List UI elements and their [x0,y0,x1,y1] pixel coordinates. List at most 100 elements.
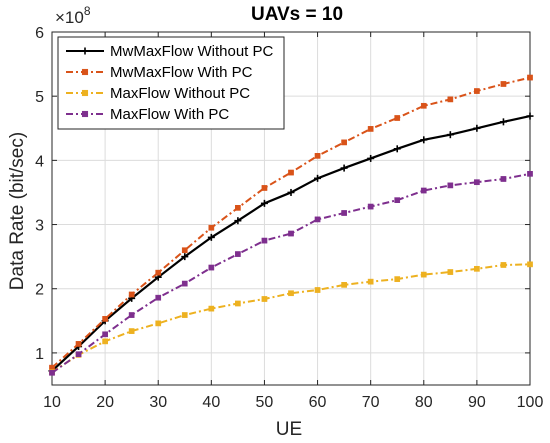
square-marker [394,197,401,204]
plus-marker [234,217,242,225]
square-marker [235,205,241,211]
plus-marker [81,47,89,55]
y-exponent-base: ×10 [55,8,84,27]
x-tick-label: 50 [256,394,274,411]
legend-label: MaxFlow With PC [110,106,229,123]
plus-marker [340,164,348,172]
y-tick-label: 1 [35,346,44,363]
y-tick-label: 5 [35,89,44,106]
y-axis-label: Data Rate (bit/sec) [7,132,28,290]
square-marker [314,287,321,293]
legend-entry-1: MwMaxFlow With PC [66,64,253,81]
square-marker [181,280,188,287]
legend-box [57,36,285,130]
plus-marker [314,174,322,182]
series-1 [49,74,533,371]
legend-label: MwMaxFlow With PC [110,64,253,81]
plot-series [48,74,534,376]
y-exponent-label: ×108 [55,4,91,27]
plus-marker [446,131,454,139]
square-marker [155,320,162,327]
square-marker [500,176,507,182]
y-tick-label: 4 [35,153,44,170]
plus-marker [473,124,481,132]
square-marker [367,203,374,210]
square-marker [527,170,533,177]
square-marker [420,271,427,278]
plus-marker [526,112,534,120]
square-marker [208,305,215,312]
plot-area-border [51,31,531,386]
y-tick-label: 6 [35,25,44,42]
plus-marker [181,253,189,261]
plus-marker [367,154,375,162]
square-marker [128,312,135,318]
axes [51,31,531,386]
chart-title: UAVs = 10 [251,4,343,25]
legend-entry-0: MwMaxFlow Without PC [66,43,274,60]
square-marker [128,328,135,334]
square-marker [420,187,427,194]
x-tick-label: 10 [43,394,61,411]
square-marker [527,261,533,268]
series-2 [49,261,533,376]
square-marker [367,126,374,132]
tick-labels: 10 20 30 40 50 60 70 80 90 100 1 2 3 4 5 6 [35,25,543,411]
square-marker [208,264,215,271]
legend: MwMaxFlow Without PC MwMaxFlow With PC Max… [57,36,285,130]
square-marker [261,296,268,302]
square-marker [181,247,188,254]
square-marker [81,68,89,76]
square-marker [341,282,347,288]
square-marker [341,210,347,216]
square-marker [288,169,294,176]
square-marker [235,251,241,257]
square-marker [474,265,480,272]
square-marker [235,300,241,307]
square-marker [394,115,401,121]
square-marker [420,102,427,109]
legend-entry-2: MaxFlow Without PC [66,85,250,102]
square-marker [75,341,82,347]
plus-marker [287,188,295,196]
square-marker [155,294,162,301]
square-marker [394,276,401,282]
x-tick-label: 60 [309,394,327,411]
square-marker [155,269,162,276]
square-marker [75,351,82,358]
square-marker [81,110,89,118]
x-tick-label: 90 [468,394,486,411]
square-marker [367,278,374,285]
x-tick-label: 80 [415,394,433,411]
legend-label: MaxFlow Without PC [110,85,250,102]
x-tick-label: 20 [96,394,114,411]
plus-marker [207,233,215,241]
square-marker [288,230,294,237]
square-marker [527,74,533,81]
square-marker [500,262,507,268]
square-marker [288,290,294,297]
plus-marker [499,118,507,126]
square-marker [341,139,347,146]
x-tick-label: 70 [362,394,380,411]
plus-marker [260,199,268,207]
square-marker [102,338,108,345]
square-marker [81,89,89,97]
plus-marker [393,145,401,153]
y-tick-label: 2 [35,282,44,299]
series-3 [49,170,533,376]
square-marker [102,316,108,322]
legend-entry-3: MaxFlow With PC [66,106,229,123]
square-marker [474,88,480,94]
x-tick-label: 30 [149,394,167,411]
square-marker [314,153,321,159]
square-marker [49,369,55,376]
square-marker [102,331,108,338]
y-exponent-power: 8 [84,4,91,18]
square-marker [261,237,268,244]
x-tick-label: 100 [517,394,544,411]
square-marker [128,291,135,298]
square-marker [261,185,268,191]
y-tick-label: 3 [35,218,44,235]
